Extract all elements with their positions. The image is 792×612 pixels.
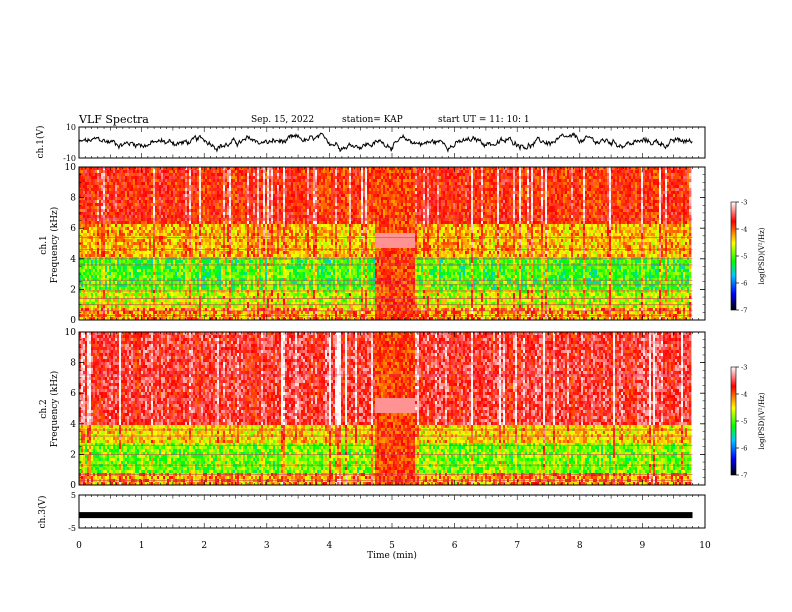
vlf-figure: -10 10 ch.1(V) 0246810 ch.1 Frequency (kH… [0, 0, 792, 612]
ch1-ytick-label: -10 [63, 154, 76, 163]
ch1-waveform-ylabel: ch.1(V) [35, 126, 46, 159]
ch1-ytick-label: 10 [66, 123, 76, 132]
ch1-waveform-line [79, 133, 692, 151]
ch1-spectrogram-cells [79, 167, 692, 320]
